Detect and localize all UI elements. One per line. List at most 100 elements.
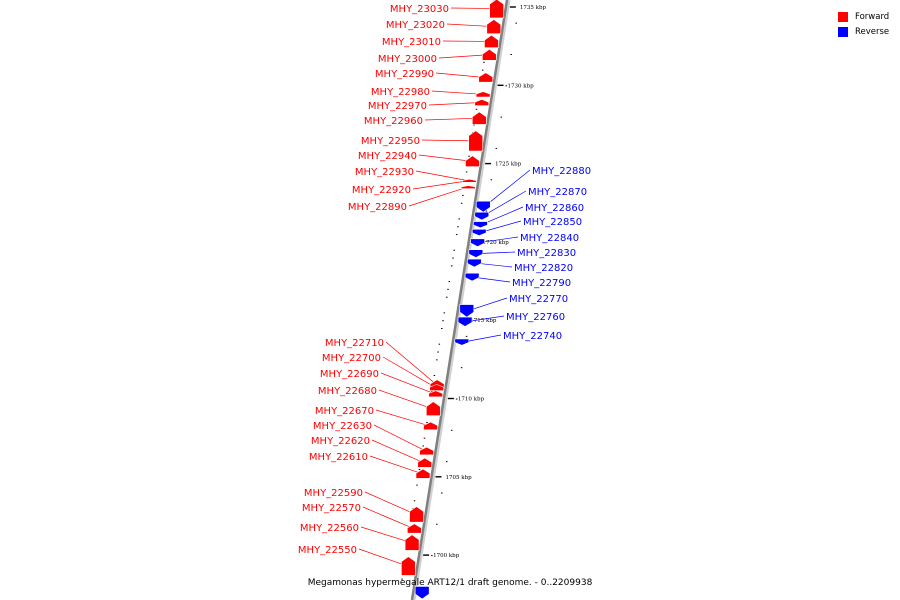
scale-tick-label: 1725 kbp xyxy=(495,162,522,168)
minor-tick xyxy=(483,61,485,63)
minor-tick xyxy=(505,85,507,87)
gene-mhy_22680 xyxy=(425,401,441,417)
minor-tick xyxy=(490,179,493,181)
leader-line xyxy=(380,372,435,395)
minor-tick xyxy=(452,257,454,259)
gene-mhy_22610 xyxy=(415,468,431,479)
leader-line xyxy=(358,548,408,567)
minor-tick xyxy=(441,328,443,330)
legend: Forward Reverse xyxy=(838,9,889,39)
leader-line xyxy=(450,7,496,9)
gene-label: MHY_22630 xyxy=(313,421,372,432)
leader-line xyxy=(421,139,475,142)
leader-line xyxy=(412,180,469,190)
gene-mhy_22740 xyxy=(454,338,470,346)
leader-line xyxy=(476,251,516,254)
gene-mhy_22880 xyxy=(475,200,491,213)
leader-line xyxy=(418,154,472,162)
gene-mhy_22970 xyxy=(474,99,490,106)
gene-label: MHY_22970 xyxy=(368,101,427,112)
gene-label: MHY_23020 xyxy=(386,20,445,31)
gene-mhy_22870 xyxy=(474,211,490,221)
minor-tick xyxy=(485,210,488,212)
leader-line xyxy=(431,90,483,95)
scale-ticks: 1735 kbp 1730 kbp 1725 kbp 1720 kbp 1715 kbp… xyxy=(401,0,546,580)
minor-tick xyxy=(418,468,421,470)
gene-label: MHY_22840 xyxy=(520,233,579,244)
leader-line xyxy=(362,506,414,529)
scale-tick-label: 1705 kbp xyxy=(446,475,473,481)
gene-mhy_22590 xyxy=(409,506,424,523)
gene-mhy_22700 xyxy=(429,384,444,391)
leader-line xyxy=(480,220,522,233)
gene-mhy_22980 xyxy=(475,91,491,98)
leader-line xyxy=(373,424,426,452)
gene-mhy_22560 xyxy=(404,534,420,551)
leader-line xyxy=(446,23,493,27)
gene-label: MHY_22890 xyxy=(348,202,407,213)
leader-line xyxy=(484,169,531,207)
leader-line xyxy=(375,409,430,427)
minor-tick xyxy=(460,367,463,369)
leader-line xyxy=(382,356,436,388)
gene-label: MHY_22740 xyxy=(503,331,562,342)
leader-line xyxy=(467,297,508,312)
backbone-line xyxy=(410,0,509,600)
scale-tick-label: 1710 kbp xyxy=(458,397,485,403)
minor-tick xyxy=(433,375,436,377)
minor-tick xyxy=(453,249,455,251)
gene-mhy_22760 xyxy=(457,316,473,327)
gene-label: MHY_22770 xyxy=(509,294,568,305)
gene-label: MHY_22620 xyxy=(311,436,370,447)
gene-label: MHY_22700 xyxy=(322,353,381,364)
minor-tick xyxy=(422,445,424,447)
leader-line xyxy=(378,389,433,410)
gene-mhy_22570 xyxy=(407,523,422,534)
minor-tick xyxy=(447,288,449,290)
gene-label: MHY_22670 xyxy=(315,406,374,417)
legend-label-forward: Forward xyxy=(855,11,890,22)
gene-mhy_22960 xyxy=(471,111,487,125)
gene-label: MHY_22930 xyxy=(355,167,414,178)
gene-mhy_22690 xyxy=(428,390,443,398)
gene-label: MHY_22560 xyxy=(300,523,359,534)
gene-mhy_22630 xyxy=(419,446,434,456)
leader-line xyxy=(428,102,481,106)
leader-line xyxy=(369,455,423,474)
gene-mhy_22850 xyxy=(471,229,487,236)
leader-line xyxy=(408,186,468,207)
minor-tick xyxy=(457,226,459,228)
legend-label-reverse: Reverse xyxy=(855,26,890,37)
scale-tick-label: 1730 kbp xyxy=(507,83,534,89)
scale-tick-label: 1720 kbp xyxy=(483,240,510,246)
gene-label: MHY_22690 xyxy=(320,369,379,380)
gene-label: MHY_22960 xyxy=(364,116,423,127)
leader-line xyxy=(473,276,511,283)
minor-tick xyxy=(438,343,441,345)
leader-line xyxy=(462,334,502,343)
gene-mhy_22550 xyxy=(401,556,416,576)
gene-label: MHY_22610 xyxy=(309,452,368,463)
label-leaders xyxy=(358,7,531,567)
minor-tick xyxy=(515,22,517,24)
gene-mhy_22920 xyxy=(462,178,477,183)
scale-tick-label: 1715 kbp xyxy=(470,318,497,324)
leader-line xyxy=(438,54,489,59)
gene-label: MHY_22950 xyxy=(361,136,420,147)
gene-label: MHY_22920 xyxy=(352,185,411,196)
leader-line xyxy=(466,315,505,323)
gene-label: MHY_22550 xyxy=(298,545,357,556)
minor-tick xyxy=(475,108,478,110)
leader-line xyxy=(478,236,519,244)
minor-tick xyxy=(431,390,433,392)
minor-tick xyxy=(473,124,475,126)
gene-mhy_23010 xyxy=(484,34,499,49)
gene-label: MHY_23000 xyxy=(378,54,437,65)
minor-tick xyxy=(455,398,458,400)
minor-tick xyxy=(436,523,438,525)
minor-tick xyxy=(458,218,460,220)
gene-mhy_22940 xyxy=(465,155,480,168)
gene-mhy_22890 xyxy=(461,185,476,189)
gene-label: MHY_22880 xyxy=(532,166,591,177)
